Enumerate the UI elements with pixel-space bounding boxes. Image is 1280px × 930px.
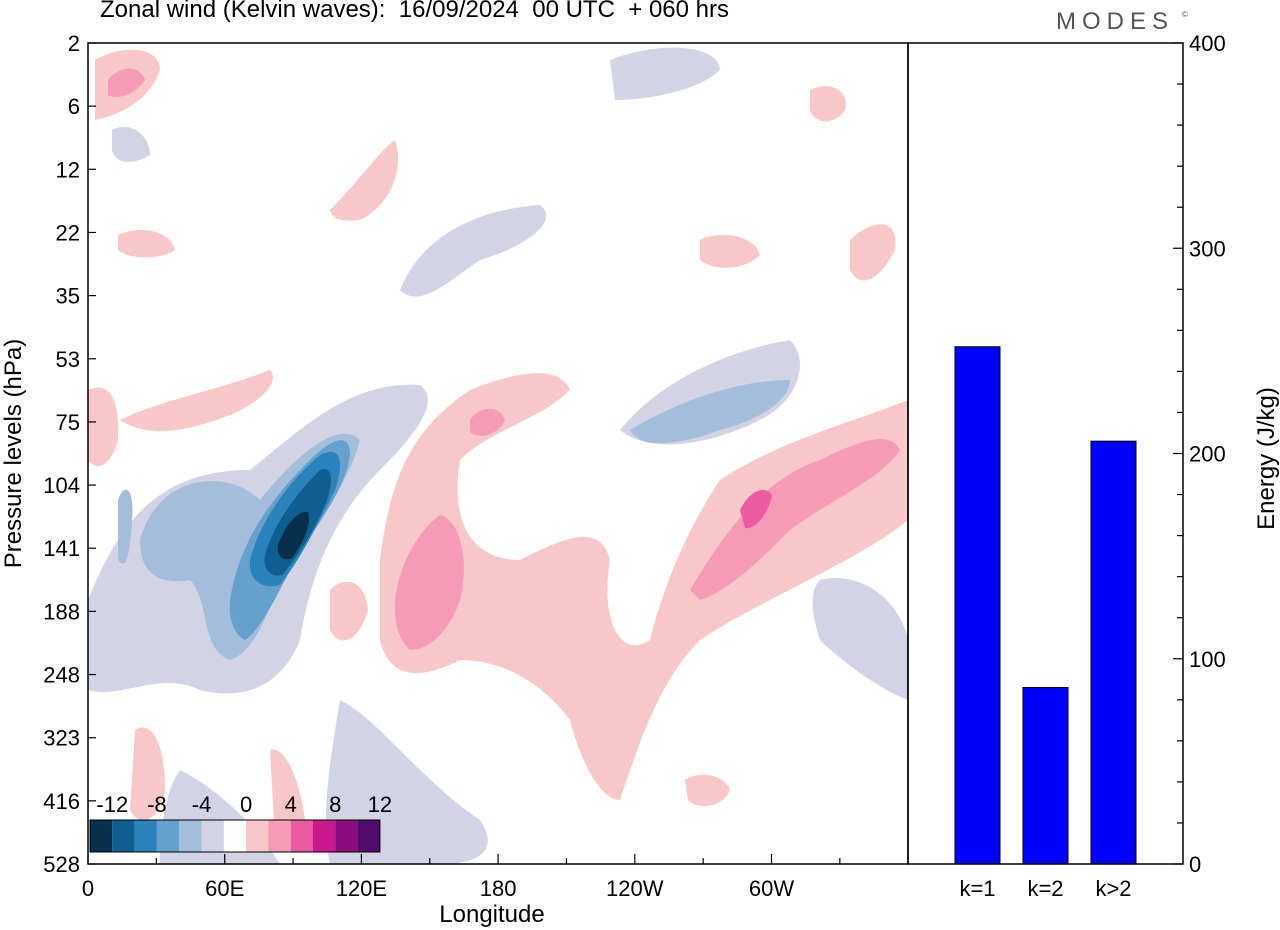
brand-mark: ©	[1182, 10, 1188, 19]
contour-negative-strong	[277, 511, 309, 560]
contour-negative-mid	[118, 489, 133, 564]
y-tick-label: 75	[56, 410, 80, 435]
y-tick-label: 528	[43, 852, 80, 877]
x-tick-label: 0	[82, 876, 94, 901]
bar-y-tick-label: 400	[1189, 31, 1226, 56]
bar	[1022, 686, 1069, 865]
colorbar-swatch	[134, 820, 157, 852]
y-tick-label: 53	[56, 347, 80, 372]
y-tick-label: 12	[56, 157, 80, 182]
y-tick-label: 248	[43, 663, 80, 688]
colorbar-label: -8	[147, 792, 167, 817]
colorbar-swatch	[90, 820, 113, 852]
contour-positive-mid	[470, 408, 505, 436]
bar-axes: k=1 k=2 k>2 0 100 200 300 400 Energy (J/kg)	[959, 31, 1280, 901]
bar-category-label: k=1	[959, 876, 995, 901]
colorbar-label: 8	[329, 792, 341, 817]
y-tick-label: 323	[43, 726, 80, 751]
x-tick-label: 60W	[749, 876, 794, 901]
contour-positive-light	[330, 581, 368, 641]
colorbar-swatch	[246, 820, 269, 852]
heatmap-panel	[88, 47, 908, 864]
colorbar-swatch	[357, 820, 380, 852]
contour-positive-mid	[394, 515, 464, 650]
contour-positive-strong	[740, 490, 772, 529]
colorbar-swatch	[156, 820, 180, 852]
colorbar-swatch	[268, 820, 291, 852]
colorbar-swatch	[335, 820, 358, 852]
colorbar-swatch	[179, 820, 202, 852]
y-tick-label: 35	[56, 284, 80, 309]
contour-positive-light	[330, 140, 399, 221]
y-tick-label: 6	[68, 94, 80, 119]
contour-positive-light	[700, 235, 760, 268]
y-tick-label: 104	[43, 473, 80, 498]
x-tick-label: 120E	[336, 876, 387, 901]
x-tick-label: 60E	[205, 876, 244, 901]
bar	[1090, 440, 1137, 865]
contour-positive-light	[88, 387, 119, 466]
x-tick-label: 180	[480, 876, 517, 901]
bar-category-label: k=2	[1027, 876, 1063, 901]
y-axis-label: Pressure levels (hPa)	[0, 339, 27, 568]
contour-positive-mid	[690, 439, 900, 600]
contour-positive-mid	[108, 68, 145, 97]
contour-positive-light	[380, 373, 908, 800]
y-tick-label: 141	[43, 536, 80, 561]
contour-positive-light	[685, 774, 730, 807]
bar-y-tick-label: 100	[1189, 647, 1226, 672]
contour-negative-mid	[630, 380, 790, 444]
colorbar-frame	[89, 819, 381, 853]
y-tick-label: 416	[43, 789, 80, 814]
colorbar-label: -12	[96, 792, 128, 817]
contour-positive-light	[120, 370, 274, 432]
contour-negative-light	[610, 47, 720, 100]
y-tick-label: 188	[43, 599, 80, 624]
contour-negative-light	[812, 578, 908, 700]
x-axis-label: Longitude	[439, 901, 544, 928]
contour-negative-light	[112, 126, 150, 162]
colorbar-swatch	[223, 820, 247, 852]
colorbar-swatch	[290, 820, 313, 852]
colorbar-label: 0	[240, 792, 252, 817]
bar-y-tick-label: 200	[1189, 442, 1226, 467]
contour-positive-light	[810, 86, 846, 122]
colorbar-label: -4	[192, 792, 212, 817]
colorbar-label: 12	[368, 792, 392, 817]
bar-y-tick-label: 0	[1189, 852, 1201, 877]
heatmap-field	[88, 47, 908, 864]
y-tick-label: 2	[68, 31, 80, 56]
colorbar: -12 -8 -4 0 4 8 12	[89, 792, 392, 853]
bar-y-tick-label: 300	[1189, 236, 1226, 261]
contour-positive-light	[130, 727, 165, 821]
bar	[954, 346, 1001, 865]
colorbar-label: 4	[285, 792, 297, 817]
x-tick-label: 120W	[606, 876, 664, 901]
bar-category-label: k>2	[1095, 876, 1131, 901]
colorbar-swatch	[112, 820, 135, 852]
brand-logo: MODES	[1056, 8, 1175, 35]
bar-y-axis-label: Energy (J/kg)	[1253, 387, 1280, 530]
colorbar-swatch	[201, 820, 224, 852]
y-tick-label: 22	[56, 220, 80, 245]
bar-panel	[954, 346, 1137, 865]
colorbar-swatch	[313, 820, 336, 852]
chart-title: Zonal wind (Kelvin waves): 16/09/2024 00…	[100, 0, 729, 23]
contour-positive-light	[850, 224, 896, 281]
contour-positive-light	[118, 230, 175, 258]
contour-negative-light	[400, 205, 547, 297]
